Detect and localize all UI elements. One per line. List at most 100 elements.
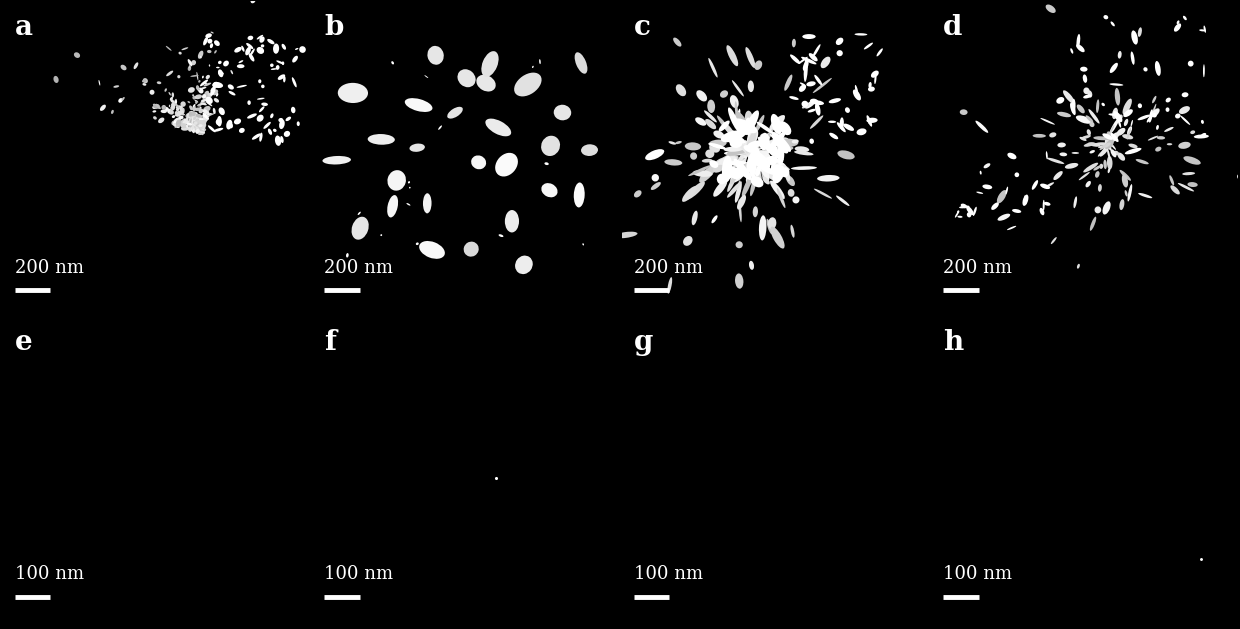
Ellipse shape <box>187 59 192 66</box>
Ellipse shape <box>1007 226 1017 230</box>
Ellipse shape <box>280 136 284 143</box>
Ellipse shape <box>122 97 125 101</box>
Ellipse shape <box>539 59 541 64</box>
Ellipse shape <box>544 162 549 165</box>
Ellipse shape <box>769 115 785 131</box>
Ellipse shape <box>727 146 751 155</box>
Ellipse shape <box>201 123 203 125</box>
Ellipse shape <box>210 86 216 96</box>
Ellipse shape <box>197 130 203 133</box>
Ellipse shape <box>196 125 198 127</box>
Ellipse shape <box>667 277 672 294</box>
Ellipse shape <box>175 103 180 109</box>
Ellipse shape <box>228 84 234 89</box>
Ellipse shape <box>1090 121 1095 127</box>
Ellipse shape <box>187 118 192 126</box>
Ellipse shape <box>732 80 744 96</box>
Ellipse shape <box>187 113 192 118</box>
Ellipse shape <box>485 119 511 136</box>
Ellipse shape <box>423 193 432 213</box>
Ellipse shape <box>728 108 740 132</box>
Ellipse shape <box>166 46 171 51</box>
Ellipse shape <box>190 106 193 110</box>
Ellipse shape <box>1107 156 1112 169</box>
Ellipse shape <box>198 120 207 124</box>
Ellipse shape <box>201 109 203 111</box>
Ellipse shape <box>1094 136 1110 140</box>
Ellipse shape <box>284 131 290 137</box>
Ellipse shape <box>387 195 398 218</box>
Ellipse shape <box>983 163 991 169</box>
Ellipse shape <box>238 60 243 63</box>
Ellipse shape <box>200 126 202 133</box>
Point <box>486 473 506 483</box>
Ellipse shape <box>583 243 584 245</box>
Ellipse shape <box>198 109 203 113</box>
Ellipse shape <box>1183 16 1187 20</box>
Ellipse shape <box>991 203 999 210</box>
Ellipse shape <box>180 110 182 114</box>
Ellipse shape <box>1122 99 1132 114</box>
Ellipse shape <box>196 126 200 131</box>
Ellipse shape <box>1080 67 1087 72</box>
Ellipse shape <box>541 136 560 156</box>
Ellipse shape <box>203 106 211 112</box>
Ellipse shape <box>118 98 123 103</box>
Ellipse shape <box>170 106 174 109</box>
Ellipse shape <box>188 125 195 128</box>
Ellipse shape <box>198 128 205 134</box>
Ellipse shape <box>1110 118 1120 134</box>
Ellipse shape <box>188 121 191 126</box>
Ellipse shape <box>201 124 205 130</box>
Ellipse shape <box>753 206 758 217</box>
Ellipse shape <box>205 91 210 96</box>
Ellipse shape <box>1102 143 1109 148</box>
Ellipse shape <box>208 113 215 116</box>
Ellipse shape <box>202 109 208 114</box>
Text: f: f <box>325 328 336 355</box>
Ellipse shape <box>476 75 496 92</box>
Ellipse shape <box>1032 180 1038 190</box>
Ellipse shape <box>197 89 202 92</box>
Ellipse shape <box>735 101 738 118</box>
Ellipse shape <box>734 114 742 132</box>
Ellipse shape <box>188 122 193 128</box>
Ellipse shape <box>574 52 588 74</box>
Ellipse shape <box>787 189 795 197</box>
Ellipse shape <box>792 140 799 143</box>
Ellipse shape <box>202 118 207 125</box>
Ellipse shape <box>728 158 745 165</box>
Ellipse shape <box>169 104 170 107</box>
Ellipse shape <box>196 85 200 90</box>
Ellipse shape <box>250 0 255 3</box>
Ellipse shape <box>786 175 795 186</box>
Ellipse shape <box>749 261 754 270</box>
Ellipse shape <box>706 150 714 158</box>
Ellipse shape <box>727 174 737 192</box>
Ellipse shape <box>190 106 196 110</box>
Ellipse shape <box>1012 209 1022 213</box>
Ellipse shape <box>200 79 208 86</box>
Ellipse shape <box>181 114 185 116</box>
Ellipse shape <box>806 81 816 86</box>
Ellipse shape <box>1084 163 1099 172</box>
Ellipse shape <box>709 160 718 168</box>
Ellipse shape <box>1167 143 1172 145</box>
Ellipse shape <box>727 181 742 198</box>
Ellipse shape <box>960 109 967 115</box>
Ellipse shape <box>278 74 285 80</box>
Ellipse shape <box>260 44 264 47</box>
Ellipse shape <box>404 98 433 112</box>
Ellipse shape <box>750 153 756 174</box>
Ellipse shape <box>836 38 843 45</box>
Ellipse shape <box>166 70 174 76</box>
Ellipse shape <box>868 87 875 92</box>
Ellipse shape <box>712 215 718 223</box>
Ellipse shape <box>285 116 291 121</box>
Ellipse shape <box>191 60 196 65</box>
Ellipse shape <box>1190 130 1195 134</box>
Ellipse shape <box>1044 182 1054 188</box>
Ellipse shape <box>1127 128 1131 140</box>
Ellipse shape <box>877 48 883 57</box>
Ellipse shape <box>279 120 285 129</box>
